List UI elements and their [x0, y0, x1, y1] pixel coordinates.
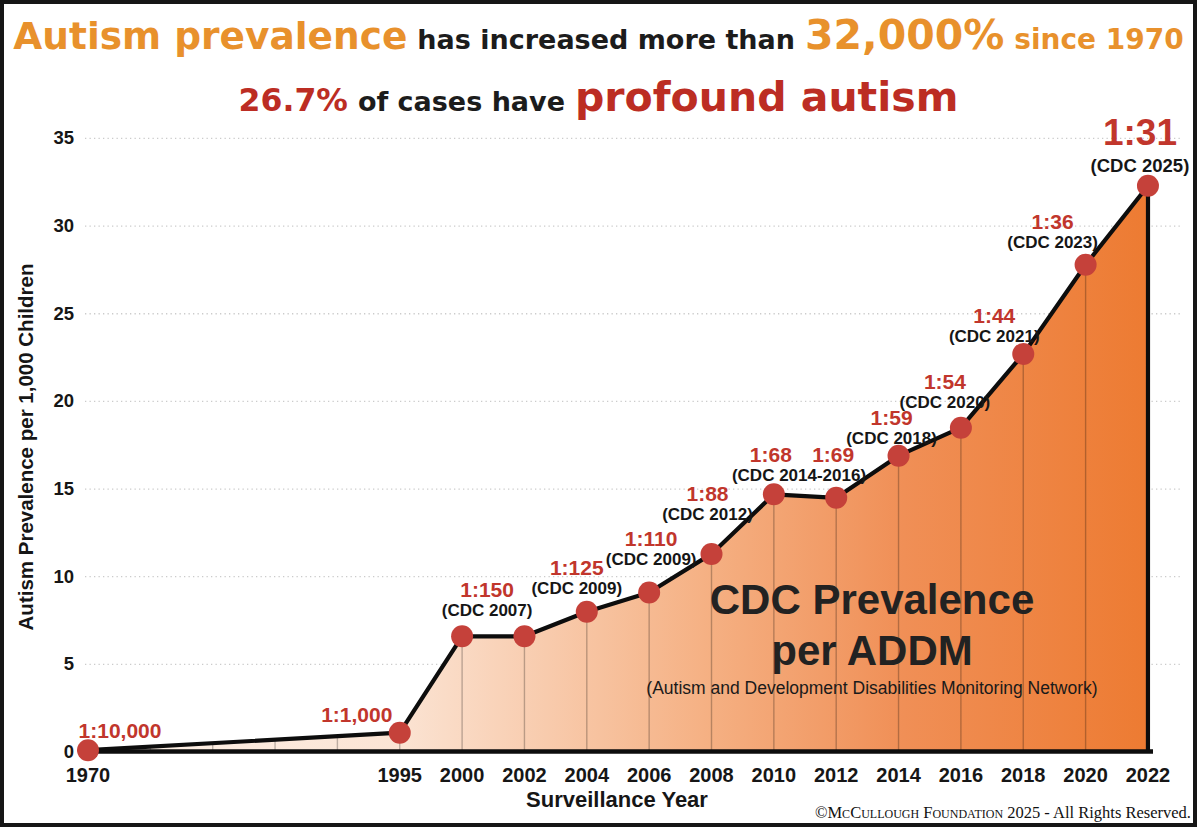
data-point	[638, 581, 660, 603]
annotation-line-2: per ADDM	[771, 627, 972, 674]
y-tick-label: 25	[53, 303, 74, 324]
page-title: Autism prevalence has increased more than…	[0, 7, 1197, 131]
title-segment: profound autism	[575, 73, 958, 121]
x-tick-label: 2012	[814, 764, 859, 786]
point-ratio-label: 1:44	[973, 304, 1015, 327]
annotation-line-1: CDC Prevalence	[710, 576, 1035, 623]
x-axis-title: Surveillance Year	[526, 787, 708, 812]
point-ratio-label: 1:10,000	[79, 719, 162, 742]
point-ratio-label: 1:88	[686, 482, 728, 505]
x-tick-label: 2004	[565, 764, 610, 786]
x-tick-label: 2006	[627, 764, 672, 786]
y-tick-label: 30	[53, 215, 74, 236]
y-tick-label: 0	[64, 741, 74, 762]
data-point	[1012, 343, 1034, 365]
point-cdc-label: (CDC 2020)	[900, 393, 991, 412]
point-ratio-label: 1:54	[924, 370, 966, 393]
data-point	[1075, 254, 1097, 276]
title-line-1: Autism prevalence has increased more than…	[0, 7, 1197, 72]
data-point	[701, 543, 723, 565]
x-tick-label: 2008	[689, 764, 734, 786]
point-cdc-label: (CDC 2012)	[662, 505, 753, 524]
point-ratio-label: 1:1,000	[321, 703, 392, 726]
copyright-symbol: ©	[815, 803, 828, 822]
title-segment: Autism prevalence	[13, 14, 407, 58]
point-ratio-label: 1:68	[750, 443, 792, 466]
point-cdc-label: (CDC 2025)	[1091, 155, 1190, 176]
title-segment: since 1970	[1014, 23, 1183, 56]
point-ratio-label: 1:150	[460, 578, 514, 601]
copyright-name: McCullough Foundation	[827, 803, 1003, 822]
data-point	[77, 739, 99, 761]
data-point	[1137, 175, 1159, 197]
x-tick-label: 1995	[378, 764, 423, 786]
annotation-subtitle: (Autism and Development Disabilities Mon…	[646, 678, 1097, 698]
shared-cdc-label: (CDC 2014-2016)	[732, 466, 866, 485]
y-tick-label: 5	[64, 653, 74, 674]
data-point	[513, 625, 535, 647]
y-tick-label: 15	[53, 478, 74, 499]
title-segment: has increased more than	[417, 24, 795, 55]
x-tick-label: 2022	[1126, 764, 1171, 786]
point-cdc-label: (CDC 2023)	[1007, 233, 1098, 252]
title-line-2: 26.7% of cases have profound autism	[0, 72, 1197, 131]
x-tick-label: 2014	[876, 764, 921, 786]
point-cdc-label: (CDC 2007)	[442, 601, 533, 620]
title-segment: 32,000%	[805, 11, 1004, 59]
title-segment: of cases have	[358, 86, 565, 117]
y-tick-label: 20	[53, 390, 74, 411]
x-tick-label: 2000	[440, 764, 485, 786]
data-point	[825, 487, 847, 509]
point-ratio-label: 1:36	[1032, 210, 1074, 233]
data-point	[763, 483, 785, 505]
data-point	[950, 417, 972, 439]
data-point	[451, 625, 473, 647]
x-tick-label: 2020	[1063, 764, 1108, 786]
point-cdc-label: (CDC 2018)	[846, 429, 937, 448]
data-point	[888, 445, 910, 467]
x-tick-label: 2016	[939, 764, 984, 786]
point-cdc-label: (CDC 2009)	[531, 579, 622, 598]
y-tick-label: 10	[53, 566, 74, 587]
title-segment: 26.7%	[239, 82, 348, 118]
point-ratio-label: 1:125	[550, 556, 604, 579]
x-tick-label: 1970	[66, 764, 111, 786]
y-axis-title: Autism Prevalence per 1,000 Children	[14, 264, 37, 631]
x-tick-label: 2018	[1001, 764, 1046, 786]
data-point	[576, 601, 598, 623]
point-cdc-label: (CDC 2021)	[949, 327, 1040, 346]
x-tick-label: 2010	[752, 764, 797, 786]
point-cdc-label: (CDC 2009)	[606, 550, 697, 569]
x-tick-label: 2002	[502, 764, 547, 786]
point-ratio-label: 1:110	[625, 527, 678, 550]
copyright: ©McCullough Foundation 2025 - All Rights…	[815, 803, 1191, 823]
copyright-suffix: 2025 - All Rights Reserved.	[1003, 803, 1191, 822]
area-fill	[88, 186, 1148, 752]
